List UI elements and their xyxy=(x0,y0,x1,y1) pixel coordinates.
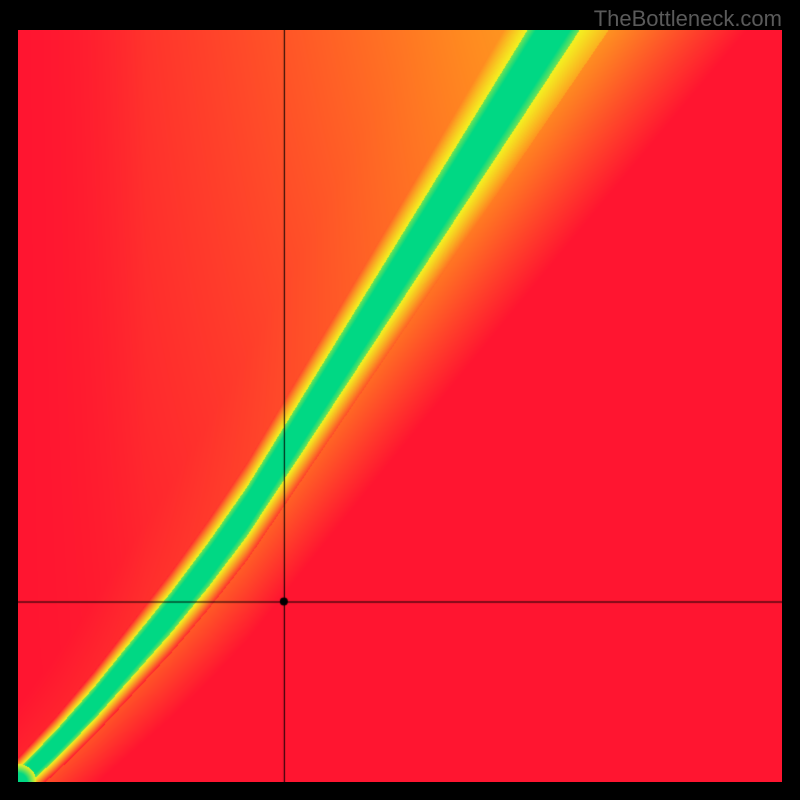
bottleneck-heatmap xyxy=(18,30,782,782)
watermark-text: TheBottleneck.com xyxy=(594,6,782,32)
